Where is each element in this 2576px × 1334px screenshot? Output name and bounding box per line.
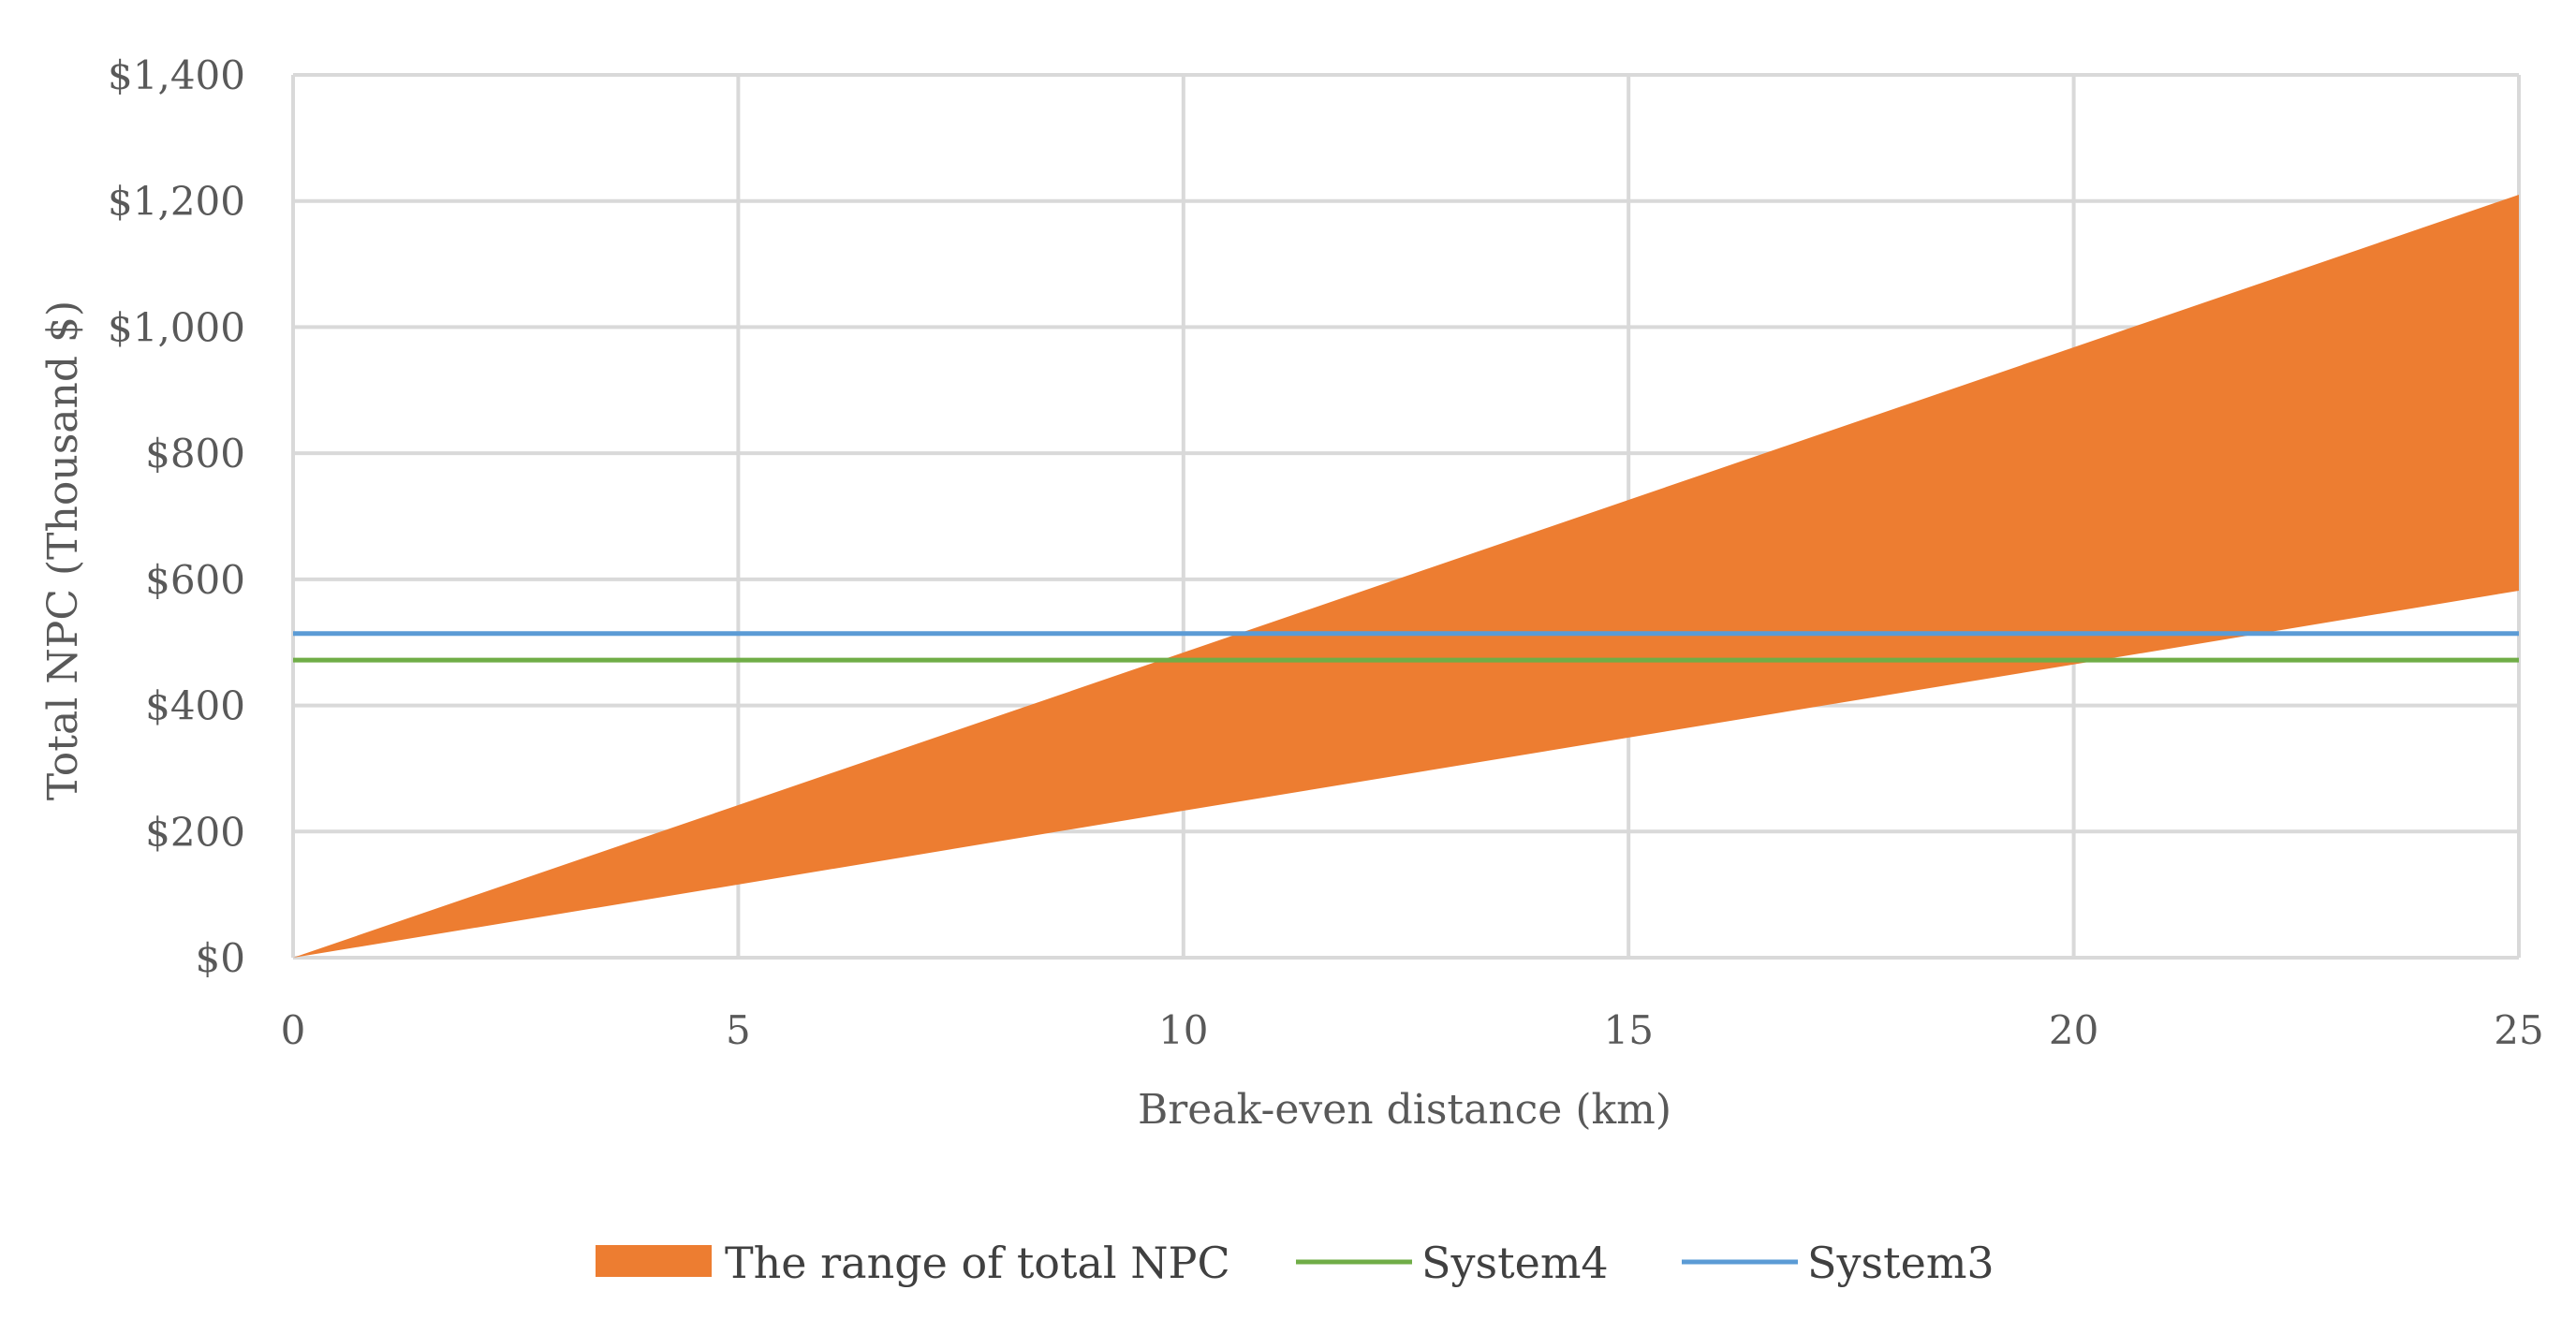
legend-swatch-npc-range (596, 1245, 712, 1277)
x-axis-title: Break-even distance (km) (1138, 1086, 1671, 1134)
y-tick-label: $0 (196, 935, 245, 981)
x-tick-label: 5 (726, 1007, 751, 1053)
y-axis-title: Total NPC (Thousand $) (39, 301, 87, 800)
y-tick-label: $400 (145, 683, 245, 729)
x-tick-label: 10 (1158, 1007, 1208, 1053)
y-tick-label: $600 (145, 557, 245, 603)
x-tick-label: 20 (2049, 1007, 2098, 1053)
legend-label-system4: System4 (1421, 1238, 1609, 1288)
y-tick-label: $200 (145, 809, 245, 855)
y-tick-label: $1,000 (108, 304, 245, 350)
npc-range-band (293, 194, 2519, 958)
x-axis-tick-labels: 0 5 10 15 20 25 (281, 1007, 2544, 1053)
y-axis-tick-labels: $0 $200 $400 $600 $800 $1,000 $1,200 $1,400 (108, 52, 245, 981)
x-tick-label: 0 (281, 1007, 306, 1053)
y-tick-label: $1,200 (108, 179, 245, 225)
npc-range-band-layer (293, 194, 2519, 958)
system-lines-layer (293, 631, 2519, 663)
y-tick-label: $800 (145, 431, 245, 476)
y-tick-label: $1,400 (108, 52, 245, 98)
legend: The range of total NPC System4 System3 (596, 1238, 1995, 1288)
legend-label-npc-range: The range of total NPC (725, 1238, 1230, 1288)
x-tick-label: 25 (2494, 1007, 2543, 1053)
legend-label-system3: System3 (1807, 1238, 1995, 1288)
x-tick-label: 15 (1603, 1007, 1653, 1053)
